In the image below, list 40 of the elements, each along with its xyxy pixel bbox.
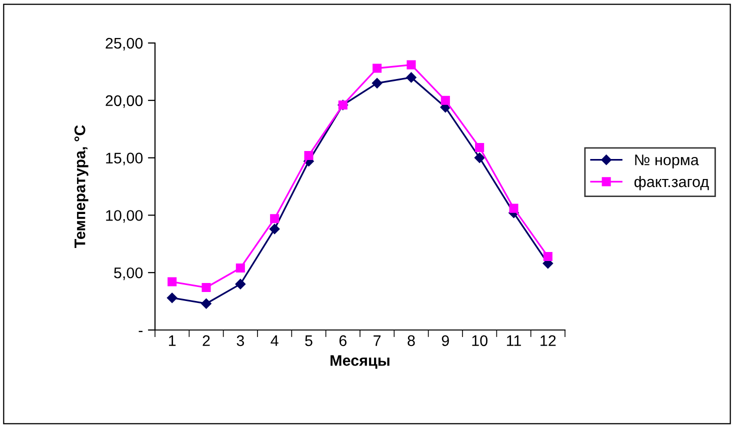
x-tick-label: 12 [540, 335, 556, 346]
x-tick-label: 1 [169, 335, 176, 346]
x-tick-label: 9 [442, 335, 449, 346]
x-tick-label: 7 [374, 335, 381, 346]
x-tick-label: 10 [472, 335, 488, 346]
legend-label: № норма [635, 154, 699, 168]
legend-label: факт.загод [634, 176, 709, 190]
x-tick-label: 4 [270, 335, 278, 346]
point [406, 72, 416, 83]
y-tick-label: - [138, 330, 143, 332]
x-tick-label: 3 [236, 335, 244, 346]
x-tick-label: 6 [339, 335, 346, 346]
x-tick-label: 2 [202, 335, 210, 346]
point [406, 60, 416, 70]
x-tick-label: 8 [408, 335, 415, 346]
y-tick-label: 25,00 [106, 38, 143, 50]
x-axis-title: Месяцы [330, 355, 390, 369]
x-tick-label: 11 [506, 335, 521, 346]
point [166, 292, 178, 303]
point [270, 214, 280, 224]
y-axis-title: Температура, °C [74, 125, 88, 248]
point [168, 277, 177, 286]
point [202, 283, 211, 292]
point [372, 64, 382, 73]
point [440, 96, 450, 105]
point [509, 204, 518, 213]
point [475, 142, 484, 152]
y-tick-label: 5,00 [114, 267, 143, 280]
y-tick-label: 10,00 [106, 210, 143, 223]
point [474, 152, 485, 163]
point [201, 298, 212, 309]
point [543, 252, 552, 262]
y-tick-label: 20,00 [106, 95, 143, 108]
point [372, 78, 382, 88]
x-tick-label: 5 [305, 335, 312, 346]
y-tick-label: 15,00 [106, 152, 143, 166]
point [304, 150, 314, 160]
point [236, 263, 245, 273]
point [269, 224, 280, 234]
point [235, 278, 246, 290]
